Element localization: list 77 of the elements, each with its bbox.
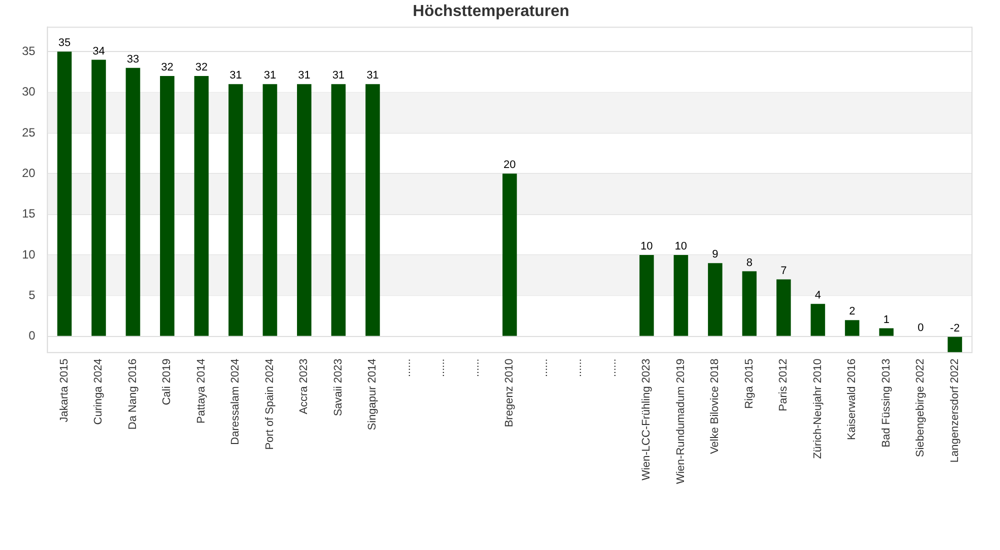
bar (365, 84, 380, 336)
bar (160, 76, 174, 336)
data-label: 31 (332, 70, 345, 82)
x-tick-label: ...... (606, 358, 618, 377)
data-label: 2 (849, 306, 856, 318)
bar (126, 68, 140, 336)
bar (92, 60, 106, 336)
x-tick-label: Riga 2015 (743, 358, 756, 409)
bar (502, 174, 517, 336)
data-label: -2 (950, 322, 960, 334)
y-tick-label: 5 (28, 288, 36, 302)
data-label: 10 (674, 240, 688, 253)
bar (262, 84, 278, 336)
x-tick-label: Daressalam 2024 (230, 358, 242, 445)
x-tick-label: ...... (400, 358, 413, 377)
bar (810, 304, 826, 336)
y-tick-label: 20 (22, 166, 36, 180)
bar (879, 328, 894, 336)
y-tick-label: 25 (22, 125, 36, 140)
data-label: 31 (298, 70, 310, 82)
x-tick-label: Velke Bilovice 2018 (709, 358, 722, 454)
y-tick-label: 15 (22, 206, 36, 221)
bar (639, 255, 654, 336)
bar (674, 255, 688, 336)
bar (708, 263, 722, 336)
data-label: 32 (161, 62, 174, 74)
x-tick-label: Paris 2012 (778, 358, 790, 412)
y-tick-label: 0 (28, 328, 36, 343)
x-tick-label: ...... (572, 358, 584, 377)
data-label: 35 (58, 37, 71, 50)
bar (228, 84, 243, 336)
x-tick-label: ...... (435, 358, 448, 377)
data-label: 31 (230, 70, 242, 82)
x-tick-label: Langenzersdorf 2022 (948, 358, 961, 463)
bar (742, 271, 757, 336)
x-tick-label: Wien-Rundumadum 2019 (674, 358, 687, 484)
x-tick-label: Jakarta 2015 (58, 358, 70, 422)
data-label: 0 (918, 322, 924, 334)
data-label: 32 (195, 62, 208, 74)
bar (948, 336, 962, 353)
data-label: 34 (92, 45, 105, 58)
data-label: 1 (883, 314, 890, 326)
bar (776, 279, 791, 336)
y-tick-label: 35 (22, 44, 36, 58)
x-tick-label: ...... (469, 358, 482, 377)
chart-title: Höchsttemperaturen (412, 3, 570, 20)
y-tick-label: 10 (22, 247, 36, 262)
data-label: 20 (504, 159, 516, 172)
x-tick-label: Accra 2023 (298, 358, 310, 414)
y-tick-label: 30 (22, 84, 36, 99)
bar (331, 84, 346, 336)
data-label: 33 (126, 53, 140, 66)
x-tick-label: Zürich-Neujahr 2010 (812, 358, 824, 459)
x-tick-label: Bad Füssing 2013 (880, 358, 892, 448)
x-tick-label: Da Nang 2016 (126, 358, 139, 430)
x-tick-label: Siebengebirge 2022 (914, 358, 927, 458)
x-tick-label: Bregenz 2010 (504, 358, 516, 428)
data-label: 9 (712, 248, 718, 261)
x-tick-label: Singapur 2014 (366, 358, 379, 430)
x-tick-label: Wien-LCC-Frühling 2023 (640, 358, 653, 480)
x-tick-label: Cali 2019 (161, 358, 174, 406)
data-label: 31 (366, 70, 379, 82)
x-tick-label: Pattaya 2014 (195, 358, 208, 424)
bar (297, 84, 312, 336)
data-label: 7 (780, 264, 787, 277)
x-tick-label: Savaii 2023 (332, 358, 344, 416)
bar (844, 320, 860, 336)
bar (57, 52, 72, 336)
x-tick-label: Curinga 2024 (92, 358, 105, 425)
data-label: 4 (814, 289, 821, 302)
data-label: 10 (640, 240, 653, 253)
x-tick-label: Kaiserwald 2016 (846, 358, 858, 440)
data-label: 8 (746, 256, 752, 269)
bar (194, 76, 209, 336)
x-tick-label: Port of Spain 2024 (264, 358, 276, 450)
data-label: 31 (264, 70, 276, 82)
x-tick-label: ...... (538, 358, 550, 377)
